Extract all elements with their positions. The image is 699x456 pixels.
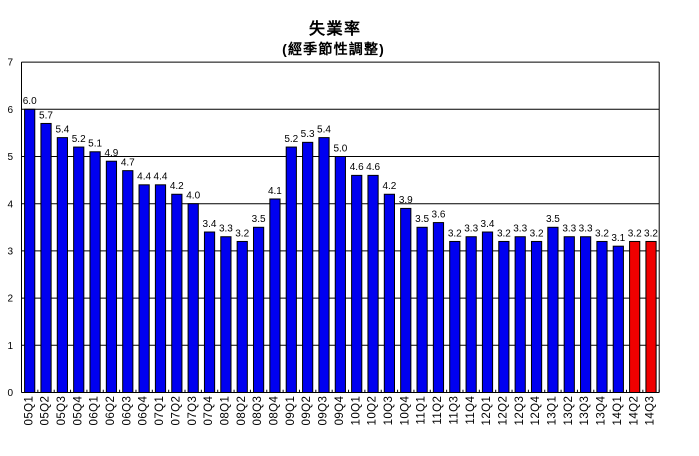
svg-text:3.2: 3.2 <box>644 228 658 239</box>
svg-text:5.2: 5.2 <box>284 134 298 145</box>
svg-text:11Q2: 11Q2 <box>432 396 444 425</box>
svg-text:06Q2: 06Q2 <box>105 396 117 426</box>
svg-text:3.3: 3.3 <box>219 224 233 235</box>
svg-text:05Q1: 05Q1 <box>23 396 35 426</box>
svg-text:4.7: 4.7 <box>121 158 135 169</box>
svg-text:4.4: 4.4 <box>137 172 151 183</box>
svg-text:4: 4 <box>7 199 13 210</box>
svg-text:0: 0 <box>7 388 13 399</box>
svg-text:12Q3: 12Q3 <box>514 396 526 426</box>
svg-text:5.4: 5.4 <box>55 124 69 135</box>
svg-text:08Q2: 08Q2 <box>236 396 248 426</box>
svg-text:3.4: 3.4 <box>203 219 217 230</box>
svg-text:5.0: 5.0 <box>333 143 347 154</box>
svg-text:4.6: 4.6 <box>366 162 380 173</box>
svg-text:11Q4: 11Q4 <box>465 396 477 425</box>
svg-text:07Q3: 07Q3 <box>187 396 199 426</box>
svg-text:10Q1: 10Q1 <box>350 396 362 426</box>
svg-text:5: 5 <box>7 152 13 163</box>
svg-text:13Q2: 13Q2 <box>563 396 575 426</box>
svg-text:5.3: 5.3 <box>301 129 315 140</box>
svg-text:06Q3: 06Q3 <box>121 396 133 426</box>
svg-text:7: 7 <box>7 58 13 69</box>
svg-text:3.5: 3.5 <box>415 214 429 225</box>
svg-text:11Q3: 11Q3 <box>448 396 460 425</box>
svg-text:4.2: 4.2 <box>170 181 184 192</box>
svg-text:4.0: 4.0 <box>186 191 200 202</box>
svg-text:4.6: 4.6 <box>350 162 364 173</box>
svg-text:3.4: 3.4 <box>481 219 495 230</box>
svg-text:06Q1: 06Q1 <box>89 396 101 426</box>
svg-text:3.2: 3.2 <box>595 228 609 239</box>
svg-text:06Q4: 06Q4 <box>138 395 150 425</box>
svg-text:5.2: 5.2 <box>72 134 86 145</box>
svg-text:08Q4: 08Q4 <box>269 395 281 425</box>
svg-text:5.4: 5.4 <box>317 124 331 135</box>
svg-text:09Q4: 09Q4 <box>334 395 346 425</box>
svg-text:3: 3 <box>7 247 13 258</box>
svg-text:07Q4: 07Q4 <box>203 395 215 425</box>
svg-text:1: 1 <box>7 341 13 352</box>
svg-text:3.2: 3.2 <box>235 228 249 239</box>
svg-text:4.4: 4.4 <box>154 172 168 183</box>
svg-text:失業率: 失業率 <box>309 19 362 38</box>
svg-text:07Q1: 07Q1 <box>154 396 166 426</box>
svg-text:5.7: 5.7 <box>39 110 53 121</box>
svg-text:3.2: 3.2 <box>497 228 511 239</box>
svg-text:5.1: 5.1 <box>88 139 102 150</box>
svg-text:3.5: 3.5 <box>546 214 560 225</box>
svg-text:14Q2: 14Q2 <box>628 396 640 426</box>
svg-text:(經季節性調整): (經季節性調整) <box>282 41 385 57</box>
svg-text:6: 6 <box>7 105 13 116</box>
svg-text:10Q4: 10Q4 <box>399 395 411 425</box>
svg-text:13Q3: 13Q3 <box>579 396 591 426</box>
svg-text:09Q1: 09Q1 <box>285 396 297 426</box>
svg-text:12Q1: 12Q1 <box>481 396 493 426</box>
svg-text:4.9: 4.9 <box>104 148 118 159</box>
svg-text:14Q3: 14Q3 <box>645 396 657 426</box>
svg-text:4.2: 4.2 <box>382 181 396 192</box>
svg-text:14Q1: 14Q1 <box>612 396 624 426</box>
svg-text:10Q3: 10Q3 <box>383 396 395 426</box>
svg-text:13Q1: 13Q1 <box>547 396 559 426</box>
svg-text:3.3: 3.3 <box>513 224 527 235</box>
svg-text:10Q2: 10Q2 <box>367 396 379 426</box>
svg-text:3.2: 3.2 <box>628 228 642 239</box>
svg-text:12Q4: 12Q4 <box>530 395 542 425</box>
svg-text:3.2: 3.2 <box>530 228 544 239</box>
svg-text:09Q2: 09Q2 <box>301 396 313 426</box>
svg-text:3.1: 3.1 <box>611 233 625 244</box>
svg-text:3.3: 3.3 <box>562 224 576 235</box>
svg-text:08Q1: 08Q1 <box>220 396 232 426</box>
svg-text:3.3: 3.3 <box>464 224 478 235</box>
svg-text:13Q4: 13Q4 <box>596 395 608 425</box>
svg-text:3.3: 3.3 <box>579 224 593 235</box>
svg-text:05Q3: 05Q3 <box>56 396 68 426</box>
svg-text:12Q2: 12Q2 <box>498 396 510 426</box>
svg-text:09Q3: 09Q3 <box>318 396 330 426</box>
svg-text:3.9: 3.9 <box>399 195 413 206</box>
svg-text:11Q1: 11Q1 <box>416 396 428 425</box>
svg-text:4.1: 4.1 <box>268 186 282 197</box>
svg-text:2: 2 <box>7 294 13 305</box>
svg-text:6.0: 6.0 <box>23 96 37 107</box>
svg-text:05Q4: 05Q4 <box>72 395 84 425</box>
svg-text:07Q2: 07Q2 <box>170 396 182 426</box>
svg-text:3.6: 3.6 <box>432 209 446 220</box>
svg-text:08Q3: 08Q3 <box>252 396 264 426</box>
svg-text:05Q2: 05Q2 <box>40 396 52 426</box>
svg-text:3.2: 3.2 <box>448 228 462 239</box>
svg-text:3.5: 3.5 <box>252 214 266 225</box>
